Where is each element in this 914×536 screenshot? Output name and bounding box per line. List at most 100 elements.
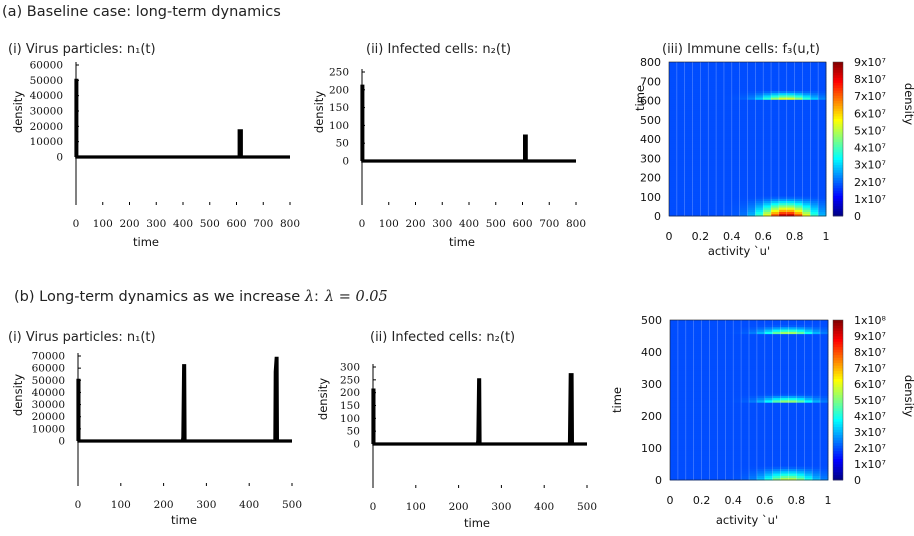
heatmap-cell bbox=[669, 123, 678, 127]
heatmap-cell bbox=[677, 368, 687, 371]
heatmap-cell bbox=[676, 167, 686, 171]
heatmap-cell bbox=[796, 331, 805, 335]
heatmap-cell bbox=[763, 79, 772, 83]
heatmap-cell bbox=[717, 393, 726, 396]
heatmap-cell bbox=[788, 452, 797, 456]
heatmap-cell bbox=[708, 174, 717, 177]
x-axis-label: time bbox=[449, 235, 475, 249]
heatmap-cell bbox=[723, 119, 733, 122]
heatmap-cell bbox=[763, 189, 772, 193]
heatmap-cell bbox=[820, 441, 829, 444]
y-tick-label: 500 bbox=[641, 314, 662, 327]
heatmap-cell bbox=[739, 154, 748, 157]
heatmap-cell bbox=[780, 429, 789, 433]
heatmap-cell bbox=[778, 183, 788, 186]
heatmap-cell bbox=[725, 427, 734, 431]
heatmap-cell bbox=[701, 365, 710, 369]
heatmap-cell bbox=[802, 141, 811, 144]
heatmap-cell bbox=[794, 150, 803, 153]
heatmap-cell bbox=[780, 443, 789, 447]
heatmap-cell bbox=[810, 77, 819, 80]
heatmap-cell bbox=[676, 125, 686, 129]
heatmap-cell bbox=[676, 139, 686, 142]
heatmap-cell bbox=[788, 331, 797, 335]
heatmap-cell bbox=[796, 329, 805, 332]
heatmap-cell bbox=[764, 395, 774, 399]
colorbar-segment bbox=[833, 162, 843, 166]
heatmap-cell bbox=[796, 358, 805, 362]
heatmap-cell bbox=[693, 436, 702, 440]
heatmap-cell bbox=[709, 374, 718, 378]
heatmap-cell bbox=[709, 320, 718, 323]
heatmap-cell bbox=[716, 121, 725, 124]
heatmap-cell bbox=[677, 413, 687, 417]
heatmap-cell bbox=[692, 106, 701, 109]
colorbar-segment bbox=[833, 180, 843, 184]
heatmap-cell bbox=[794, 147, 803, 151]
heatmap-cell bbox=[677, 434, 687, 437]
heatmap-cell bbox=[763, 132, 772, 135]
colorbar-segment bbox=[833, 450, 843, 454]
heatmap-cell bbox=[725, 347, 734, 351]
heatmap-cell bbox=[733, 459, 742, 463]
heatmap-cell bbox=[820, 459, 829, 463]
heatmap-cell bbox=[677, 393, 687, 396]
heatmap-cell bbox=[669, 147, 678, 151]
heatmap-cell bbox=[693, 390, 702, 394]
heatmap-cell bbox=[788, 374, 797, 378]
colorbar-segment bbox=[833, 118, 843, 122]
heatmap-cell bbox=[796, 379, 805, 383]
heatmap-cell bbox=[820, 356, 829, 360]
colorbar-segment bbox=[833, 92, 843, 96]
heatmap-cell bbox=[669, 114, 678, 118]
heatmap-cell bbox=[700, 143, 709, 146]
heatmap-cell bbox=[685, 386, 695, 389]
heatmap-cell bbox=[763, 117, 772, 120]
series-line bbox=[360, 84, 576, 163]
heatmap-cell bbox=[771, 110, 780, 113]
heatmap-cell bbox=[677, 363, 687, 367]
heatmap-cell bbox=[725, 336, 734, 339]
heatmap-cell bbox=[693, 413, 702, 417]
heatmap-cell bbox=[786, 86, 795, 89]
heatmap-cell bbox=[741, 443, 750, 447]
heatmap-cell bbox=[701, 475, 710, 479]
heatmap-cell bbox=[669, 165, 678, 168]
heatmap-cell bbox=[692, 73, 701, 76]
colorbar-segment bbox=[833, 440, 843, 444]
heatmap-cell bbox=[684, 207, 693, 210]
heatmap-cell bbox=[693, 409, 702, 412]
heatmap-cell bbox=[700, 147, 709, 151]
heatmap-cell bbox=[755, 150, 764, 153]
heatmap-cell bbox=[812, 425, 821, 428]
heatmap-cell bbox=[772, 452, 781, 456]
heatmap-cell bbox=[725, 434, 734, 437]
heatmap-cell bbox=[756, 363, 766, 367]
heatmap-cell bbox=[692, 75, 701, 78]
heatmap-cell bbox=[763, 161, 772, 164]
heatmap-cell bbox=[708, 88, 717, 91]
heatmap-cell bbox=[796, 420, 805, 424]
heatmap-cell bbox=[778, 191, 788, 195]
x-tick-label: 100 bbox=[406, 501, 426, 513]
heatmap-cell bbox=[716, 66, 725, 69]
heatmap-cell bbox=[810, 187, 819, 190]
heatmap-cell bbox=[725, 409, 734, 412]
heatmap-cell bbox=[692, 114, 701, 118]
heatmap-cell bbox=[772, 402, 781, 405]
heatmap-cell bbox=[810, 156, 819, 160]
heatmap-cell bbox=[693, 386, 702, 389]
heatmap-cell bbox=[755, 68, 764, 72]
heatmap-cell bbox=[684, 128, 693, 131]
colorbar-segment bbox=[833, 357, 843, 361]
heatmap-cell bbox=[810, 119, 819, 122]
colorbar-segment bbox=[833, 187, 843, 191]
heatmap-cell bbox=[670, 434, 679, 437]
heatmap-cell bbox=[741, 358, 750, 362]
heatmap-cell bbox=[786, 134, 795, 138]
heatmap-cell bbox=[733, 370, 742, 373]
heatmap-cell bbox=[786, 180, 795, 184]
heatmap-cell bbox=[780, 370, 789, 373]
heatmap-cell bbox=[717, 406, 726, 410]
heatmap-cell bbox=[786, 189, 795, 193]
